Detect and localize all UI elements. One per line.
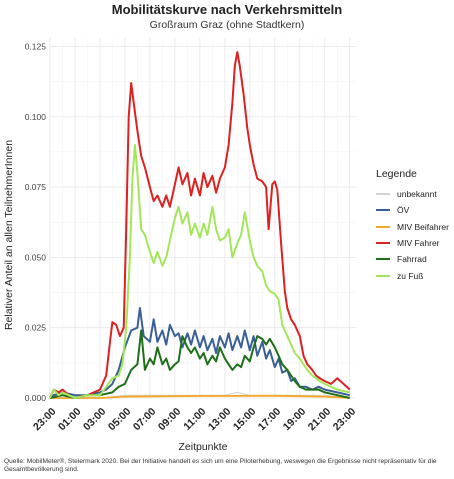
- chart-subtitle: Großraum Graz (ohne Stadtkern): [149, 19, 305, 31]
- series-line-miv-beifahrer: [50, 394, 350, 399]
- x-tick-label: 01:00: [56, 406, 84, 434]
- legend: Legende unbekannt ÖV MIV Beifahrer MIV Fahr…: [376, 168, 449, 284]
- x-tick-label: 23:00: [331, 406, 359, 434]
- source-note: Quelle: MobilMeter®, Steiermark 2020. Be…: [4, 458, 437, 474]
- legend-label: MIV Fahrer: [397, 238, 440, 249]
- legend-item: ÖV: [376, 202, 449, 218]
- series-line-fahrrad: [49, 329, 351, 399]
- legend-items: unbekannt ÖV MIV Beifahrer MIV Fahrer Fahrra…: [376, 186, 449, 284]
- x-axis-ticks: 23:0001:0003:0005:0007:0009:0011:0013:00…: [31, 406, 358, 434]
- y-tick-label: 0.075: [25, 182, 47, 192]
- legend-swatch: [376, 242, 390, 245]
- x-tick-label: 17:00: [256, 406, 284, 434]
- x-tick-label: 11:00: [181, 406, 208, 433]
- legend-swatch: [376, 209, 390, 212]
- legend-item: MIV Fahrer: [376, 235, 449, 251]
- y-tick-label: 0.100: [25, 112, 47, 122]
- x-tick-label: 05:00: [106, 406, 134, 434]
- legend-label: ÖV: [397, 205, 410, 216]
- y-tick-label: 0.125: [25, 41, 47, 51]
- chart-title: Mobilitätskurve nach Verkehrsmitteln: [111, 2, 343, 17]
- gridlines: [49, 38, 356, 399]
- x-tick-label: 15:00: [231, 406, 259, 434]
- x-tick-label: 03:00: [81, 406, 109, 434]
- legend-swatch: [376, 225, 390, 228]
- legend-swatch: [376, 274, 390, 277]
- series-line-zu-fuß: [49, 143, 351, 399]
- x-tick-label: 19:00: [281, 406, 309, 434]
- x-tick-label: 07:00: [131, 406, 159, 434]
- legend-item: zu Fuß: [376, 267, 449, 283]
- y-axis-label: Relativer Anteil an allen TeilnehmerInne…: [3, 140, 15, 330]
- legend-item: MIV Beifahrer: [376, 219, 449, 235]
- x-tick-label: 23:00: [31, 406, 59, 434]
- legend-label: Fahrrad: [397, 254, 427, 265]
- series-line-miv-fahrer: [49, 51, 351, 399]
- series-lines: [49, 51, 351, 399]
- x-axis-label: Zeitpunkte: [178, 441, 227, 453]
- y-tick-label: 0.050: [25, 252, 47, 262]
- legend-title: Legende: [376, 168, 417, 180]
- legend-label: zu Fuß: [397, 270, 424, 281]
- legend-label: MIV Beifahrer: [397, 221, 449, 232]
- legend-label: unbekannt: [397, 189, 437, 200]
- x-tick-label: 21:00: [306, 406, 334, 434]
- legend-swatch: [376, 193, 390, 196]
- x-tick-label: 13:00: [206, 406, 234, 434]
- y-tick-label: 0.000: [25, 393, 47, 403]
- y-tick-label: 0.025: [25, 323, 47, 333]
- y-axis-ticks: 0.000 0.025 0.050 0.075 0.100 0.125: [25, 41, 47, 403]
- x-tick-label: 09:00: [156, 406, 184, 434]
- legend-item: Fahrrad: [376, 251, 449, 267]
- series-line-öv: [49, 307, 351, 399]
- legend-item: unbekannt: [376, 186, 449, 202]
- legend-swatch: [376, 258, 390, 261]
